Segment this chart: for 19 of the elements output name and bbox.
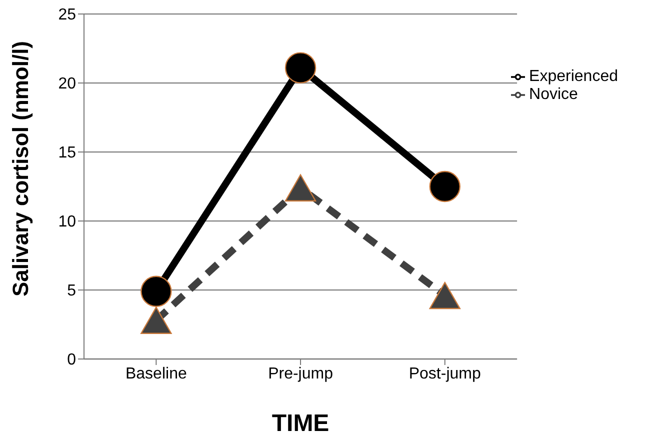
point	[284, 174, 316, 202]
point	[284, 52, 316, 84]
x-tick-label: Baseline	[125, 365, 187, 382]
y-tick-label: 20	[58, 76, 76, 93]
legend-label: Novice	[529, 86, 578, 103]
point	[140, 276, 172, 307]
x-axis-title: TIME	[272, 410, 330, 437]
y-tick-label: 10	[58, 214, 76, 231]
y-tick-label: 5	[67, 282, 76, 300]
y-tick-label: 15	[58, 144, 76, 162]
y-axis-title: Salivary cortisol (nmol/l)	[8, 40, 33, 296]
point	[429, 170, 460, 202]
y-tick-label: 25	[58, 6, 76, 24]
legend-label: Experienced	[529, 68, 618, 85]
x-tick-label: Post-jump	[408, 365, 481, 382]
y-tick-label: 0	[67, 352, 76, 369]
x-tick-label: Pre-jump	[268, 365, 334, 382]
point	[140, 306, 172, 334]
point	[429, 282, 460, 310]
